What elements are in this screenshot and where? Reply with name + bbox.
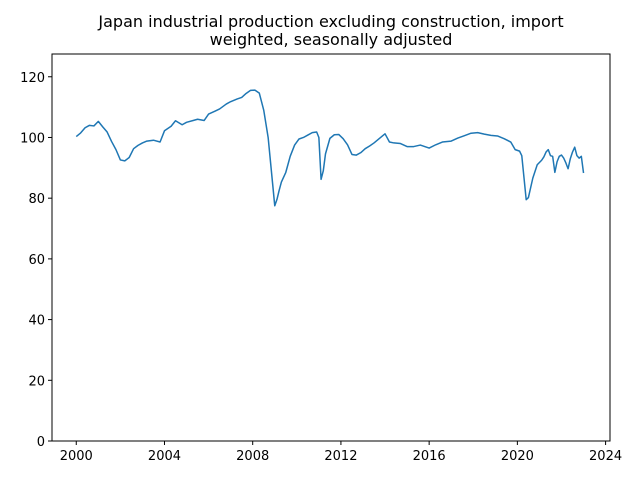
y-tick-label: 40	[28, 314, 45, 329]
x-tick-label: 2020	[501, 449, 534, 464]
y-tick-label: 60	[28, 253, 45, 268]
x-tick-label: 2008	[236, 449, 269, 464]
x-tick-label: 2000	[60, 449, 93, 464]
y-tick-label: 0	[37, 435, 45, 450]
y-tick-label: 20	[28, 374, 45, 389]
x-tick-label: 2012	[324, 449, 357, 464]
plot-area	[51, 53, 611, 442]
x-tick-label: 2016	[413, 449, 446, 464]
y-tick-label: 80	[28, 192, 45, 207]
y-axis: 0 20 40 60 80 100 120	[20, 71, 52, 450]
x-tick-label: 2004	[148, 449, 181, 464]
y-tick-label: 120	[20, 71, 45, 86]
series-line	[75, 89, 585, 207]
y-tick-label: 100	[20, 131, 45, 146]
chart-title-line-2: weighted, seasonally adjusted	[210, 30, 453, 49]
x-axis: 2000 2004 2008 2012 2016 2020 2024	[60, 441, 622, 464]
x-tick-label: 2024	[589, 449, 622, 464]
chart-title-line-1: Japan industrial production excluding co…	[97, 12, 563, 31]
